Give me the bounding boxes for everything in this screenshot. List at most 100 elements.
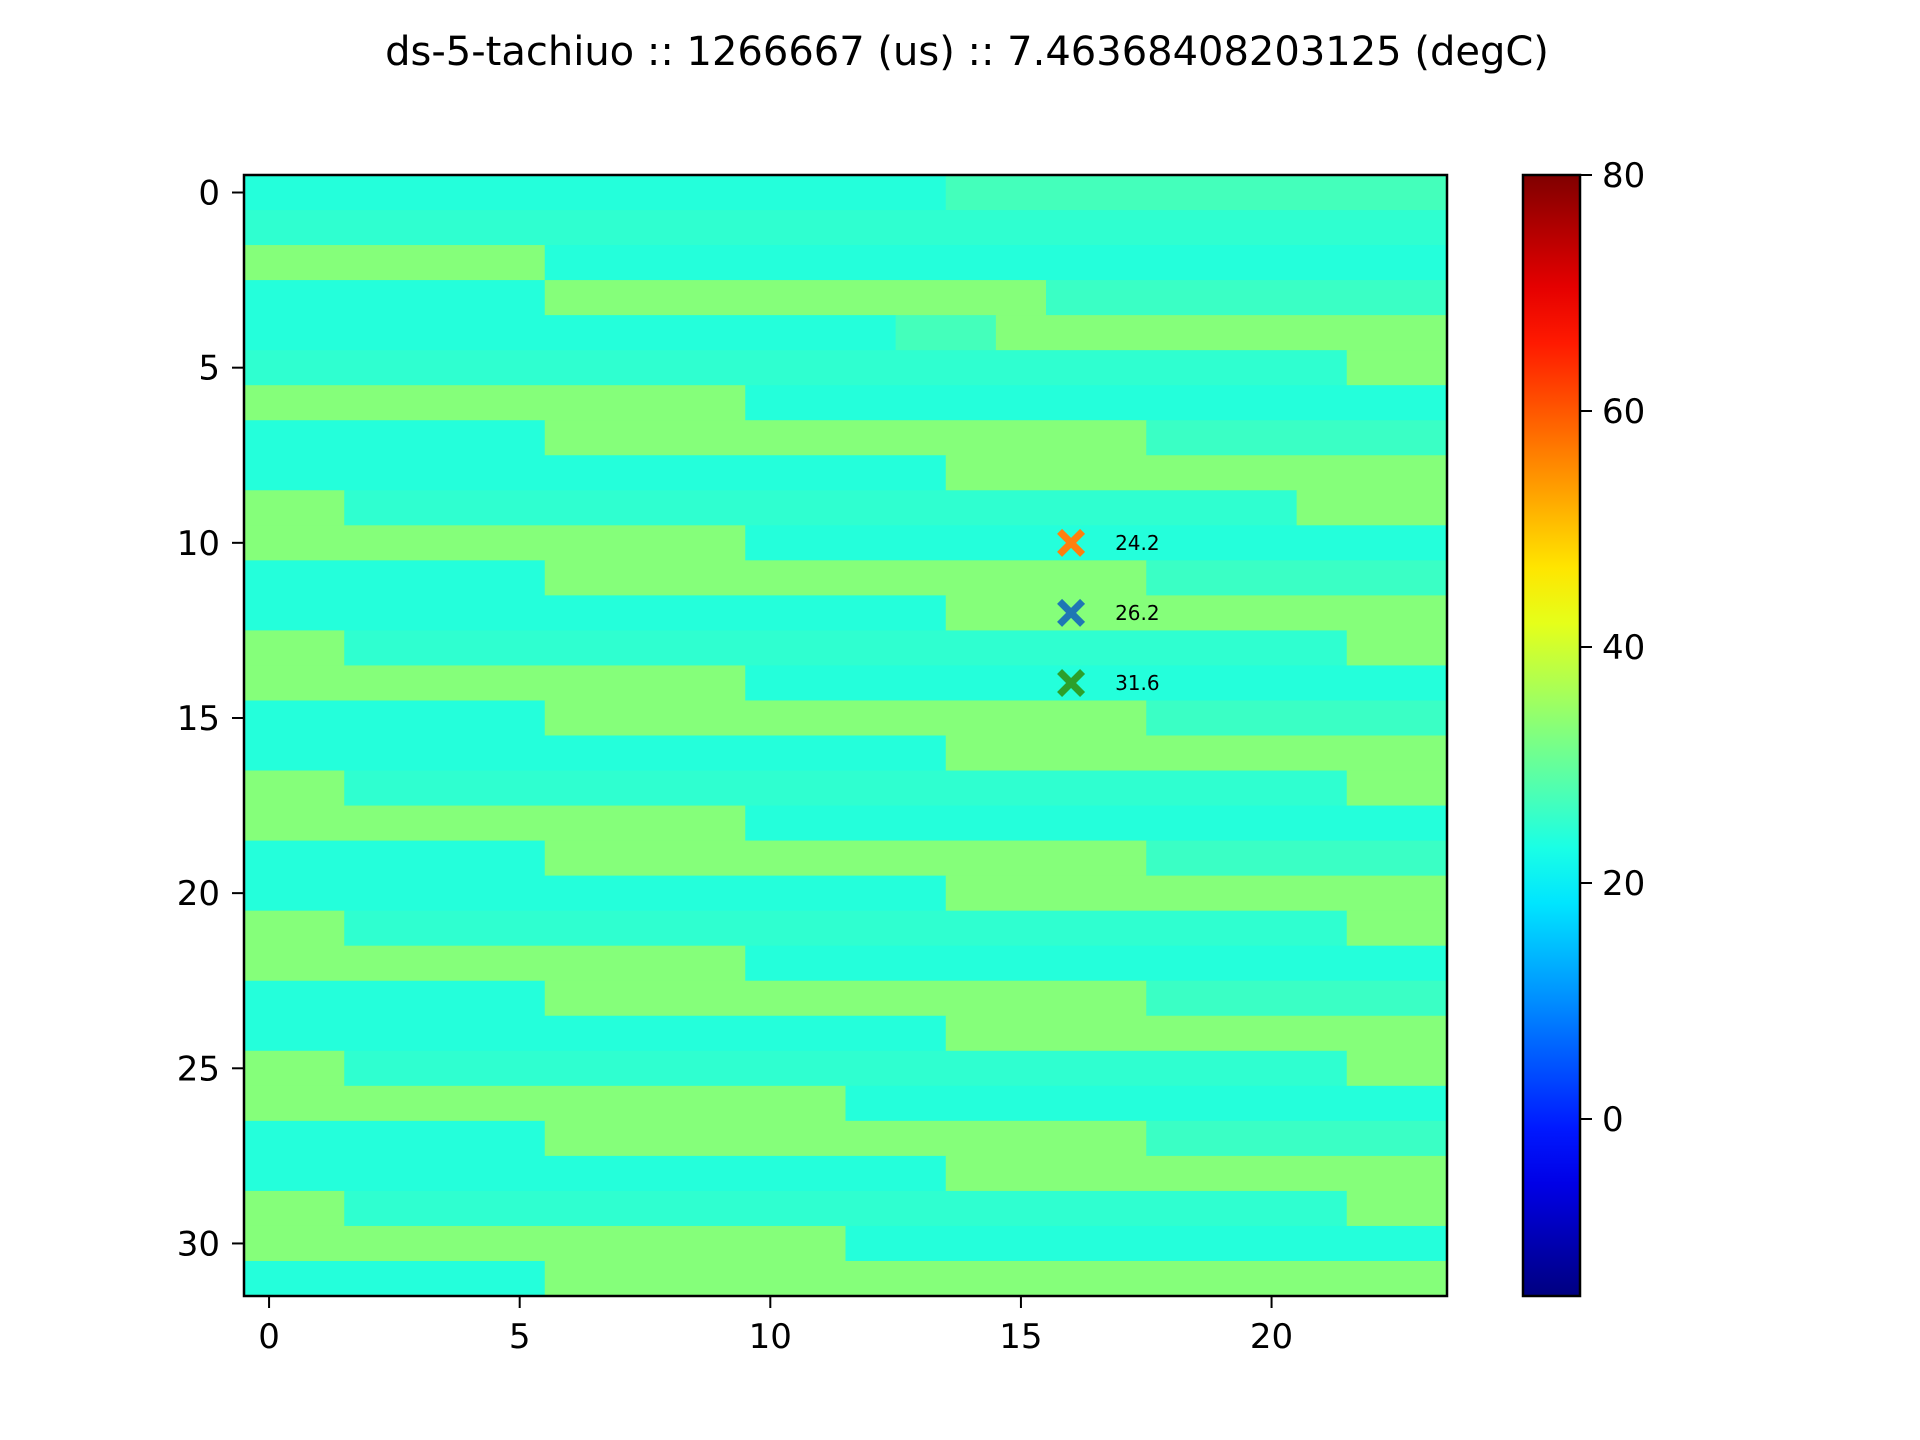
heatmap-cell — [244, 420, 546, 456]
heatmap-cell — [1346, 350, 1448, 386]
heatmap-cell — [244, 210, 1448, 246]
heatmap-cell — [344, 490, 1298, 526]
marker-x — [1057, 668, 1086, 697]
heatmap-cell — [244, 595, 947, 632]
heatmap-cell — [244, 350, 1348, 386]
heatmap-cell — [945, 735, 1448, 772]
plot-frame — [242, 173, 1449, 1298]
heatmap-cell — [244, 1120, 546, 1157]
heatmap-cell — [1296, 490, 1448, 526]
heatmap-cell — [244, 1050, 345, 1087]
heatmap-cell — [745, 945, 1448, 982]
marker-x — [1057, 598, 1086, 627]
heatmap-cell — [945, 1015, 1448, 1052]
x-tick-label: 5 — [509, 1317, 531, 1357]
colorbar-axis: 0 20 40 60 80 — [1580, 156, 1645, 1140]
colorbar-tick-label: 80 — [1602, 156, 1645, 196]
heatmap-cell — [544, 560, 1147, 596]
heatmap-cell — [244, 875, 947, 912]
heatmap-cell — [244, 945, 746, 982]
heatmap-cell — [244, 1260, 546, 1297]
heatmap-cell — [244, 385, 746, 421]
heatmap-cell — [244, 455, 947, 491]
heatmap-cell — [1146, 560, 1448, 596]
heatmap-cell — [1346, 910, 1448, 947]
colorbar-tick-label: 40 — [1602, 628, 1645, 668]
heatmap-cell — [344, 910, 1348, 947]
heatmap-cell — [544, 420, 1147, 456]
heatmap-cell — [244, 630, 345, 667]
heatmap-cell — [745, 805, 1448, 842]
y-tick-label: 0 — [198, 174, 220, 214]
marker-layer: 24.2 26.2 31.6 — [1057, 528, 1160, 697]
heatmap-cell — [945, 455, 1448, 491]
colorbar — [1521, 173, 1582, 1298]
marker-label: 26.2 — [1115, 601, 1160, 625]
heatmap-cell — [244, 280, 546, 316]
heatmap-cell — [244, 1155, 947, 1192]
heatmap-cell — [244, 1085, 847, 1122]
heatmap-cell — [544, 1120, 1147, 1157]
heatmap-cell — [1346, 1190, 1448, 1227]
heatmap-cell — [1346, 770, 1448, 807]
marker-label: 31.6 — [1115, 671, 1160, 695]
heatmap-cell — [845, 1085, 1448, 1122]
y-tick-label: 30 — [177, 1224, 220, 1264]
heatmap-cell — [1346, 630, 1448, 667]
heatmap-cell — [244, 805, 746, 842]
heatmap-cell — [244, 980, 546, 1017]
heatmap-cell — [945, 595, 1448, 632]
heatmap-cells — [244, 175, 1448, 1297]
heatmap-cell — [344, 630, 1348, 667]
heatmap-cell — [244, 175, 947, 211]
heatmap-cell — [1146, 420, 1448, 456]
heatmap-cell — [244, 245, 546, 281]
heatmap-cell — [244, 910, 345, 947]
heatmap-cell — [1146, 700, 1448, 737]
heatmap-cell — [344, 770, 1348, 807]
x-axis: 0 5 10 15 20 — [258, 1296, 1293, 1357]
x-tick-label: 10 — [749, 1317, 792, 1357]
heatmap-cell — [544, 245, 1448, 281]
y-tick-label: 5 — [198, 349, 220, 389]
heatmap-cell — [344, 1190, 1348, 1227]
heatmap-cell — [244, 490, 345, 526]
x-tick-label: 15 — [999, 1317, 1042, 1357]
heatmap-cell — [1146, 1120, 1448, 1157]
heatmap-cell — [895, 315, 997, 351]
marker-x — [1057, 528, 1086, 557]
heatmap-cell — [945, 175, 1448, 211]
heatmap-cell — [544, 280, 1047, 316]
heatmap-cell — [344, 1050, 1348, 1087]
y-tick-label: 20 — [177, 874, 220, 914]
y-axis: 0 5 10 15 20 25 30 — [177, 174, 244, 1264]
heatmap-cell — [544, 980, 1147, 1017]
heatmap-cell — [244, 770, 345, 807]
colorbar-tick-label: 0 — [1602, 1100, 1624, 1140]
heatmap-cell — [1146, 840, 1448, 877]
heatmap-cell — [945, 875, 1448, 912]
heatmap-cell — [244, 665, 746, 702]
heatmap-cell — [544, 700, 1147, 737]
heatmap-cell — [244, 700, 546, 737]
x-tick-label: 20 — [1250, 1317, 1293, 1357]
y-tick-label: 25 — [177, 1049, 220, 1089]
heatmap-cell — [745, 525, 1448, 561]
chart-title: ds-5-tachiuo :: 1266667 (us) :: 7.463684… — [385, 29, 1549, 75]
heatmap-cell — [995, 315, 1448, 351]
heatmap-cell — [745, 665, 1448, 702]
colorbar-tick-label: 20 — [1602, 864, 1645, 904]
heatmap-cell — [244, 840, 546, 877]
heatmap-cell — [745, 385, 1448, 421]
heatmap-cell — [544, 840, 1147, 877]
colorbar-tick-label: 60 — [1602, 392, 1645, 432]
heatmap-cell — [244, 525, 746, 561]
x-tick-label: 0 — [258, 1317, 280, 1357]
heatmap-cell — [244, 1190, 345, 1227]
heatmap-cell — [244, 1015, 947, 1052]
heatmap-cell — [244, 1225, 847, 1262]
heatmap-cell — [945, 1155, 1448, 1192]
heatmap-cell — [244, 315, 897, 351]
heatmap-cell — [244, 560, 546, 596]
